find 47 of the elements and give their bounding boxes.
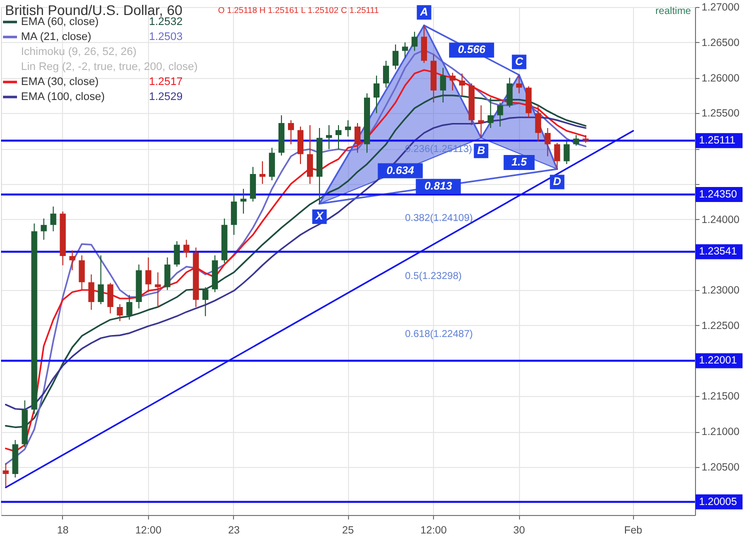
ref-line-label: 1.22001: [699, 354, 738, 367]
y-tick-label: 1.24000: [702, 214, 740, 226]
y-tick-label: 1.25500: [702, 108, 740, 120]
annotation: 0.634: [386, 164, 414, 177]
x-tick-label: 25: [342, 524, 354, 536]
annotation: B: [477, 144, 486, 157]
x-tick-label: 30: [513, 524, 526, 536]
annotation: 1.5: [511, 156, 528, 168]
annotation: 0.5(1.23298): [405, 271, 462, 282]
annotation: 0.566: [458, 44, 486, 56]
y-tick-label: 1.23000: [702, 284, 740, 297]
annotation: 1.2517: [149, 76, 183, 88]
y-tick-label: 1.26000: [702, 72, 740, 84]
annotation: C: [515, 56, 524, 68]
annotation: D: [553, 176, 562, 188]
legend-label: EMA (60, close): [21, 16, 99, 28]
legend-label: MA (21, close): [21, 31, 92, 43]
x-tick-label: 23: [228, 524, 240, 536]
annotation: 1.2529: [149, 91, 183, 103]
ref-line-label: 1.23541: [699, 246, 738, 258]
y-tick-label: 1.20500: [702, 461, 740, 474]
annotation: 1.2532: [149, 16, 183, 28]
annotation: 1.2503: [149, 31, 183, 43]
x-tick-label: 12:00: [420, 524, 447, 536]
annotation: Lin Reg (2, -2, true, true, 200, close): [21, 61, 198, 73]
annotation: X: [314, 210, 324, 223]
ref-line-label: 1.20005: [699, 496, 738, 508]
x-tick-label: 12:00: [135, 524, 162, 536]
legend-label: EMA (100, close): [21, 91, 105, 103]
annotation: 0.382(1.24109): [405, 213, 473, 224]
y-tick-label: 1.26500: [702, 36, 740, 49]
x-tick-label: 18: [56, 524, 69, 536]
legend-label: EMA (30, close): [21, 76, 99, 88]
annotation: 0.813: [424, 180, 452, 192]
y-tick-label: 1.22500: [702, 320, 740, 332]
y-tick-label: 1.21000: [702, 426, 740, 438]
annotation: A: [419, 6, 428, 18]
chart-title: British Pound/U.S. Dollar, 60: [5, 2, 183, 18]
x-tick-label: Feb: [624, 524, 642, 536]
annotation: Ichimoku (9, 26, 52, 26): [21, 46, 137, 58]
annotation: realtime: [655, 6, 692, 17]
ref-line-label: 1.25111: [699, 134, 736, 147]
y-tick-label: 1.21500: [702, 390, 740, 403]
annotation: 0.618(1.22487): [405, 329, 473, 340]
y-tick-label: 1.27000: [702, 2, 740, 14]
ref-line-label: 1.24350: [699, 188, 738, 200]
chart-subtitle: O 1.25118 H 1.25161 L 1.25102 C 1.25111: [218, 5, 380, 15]
